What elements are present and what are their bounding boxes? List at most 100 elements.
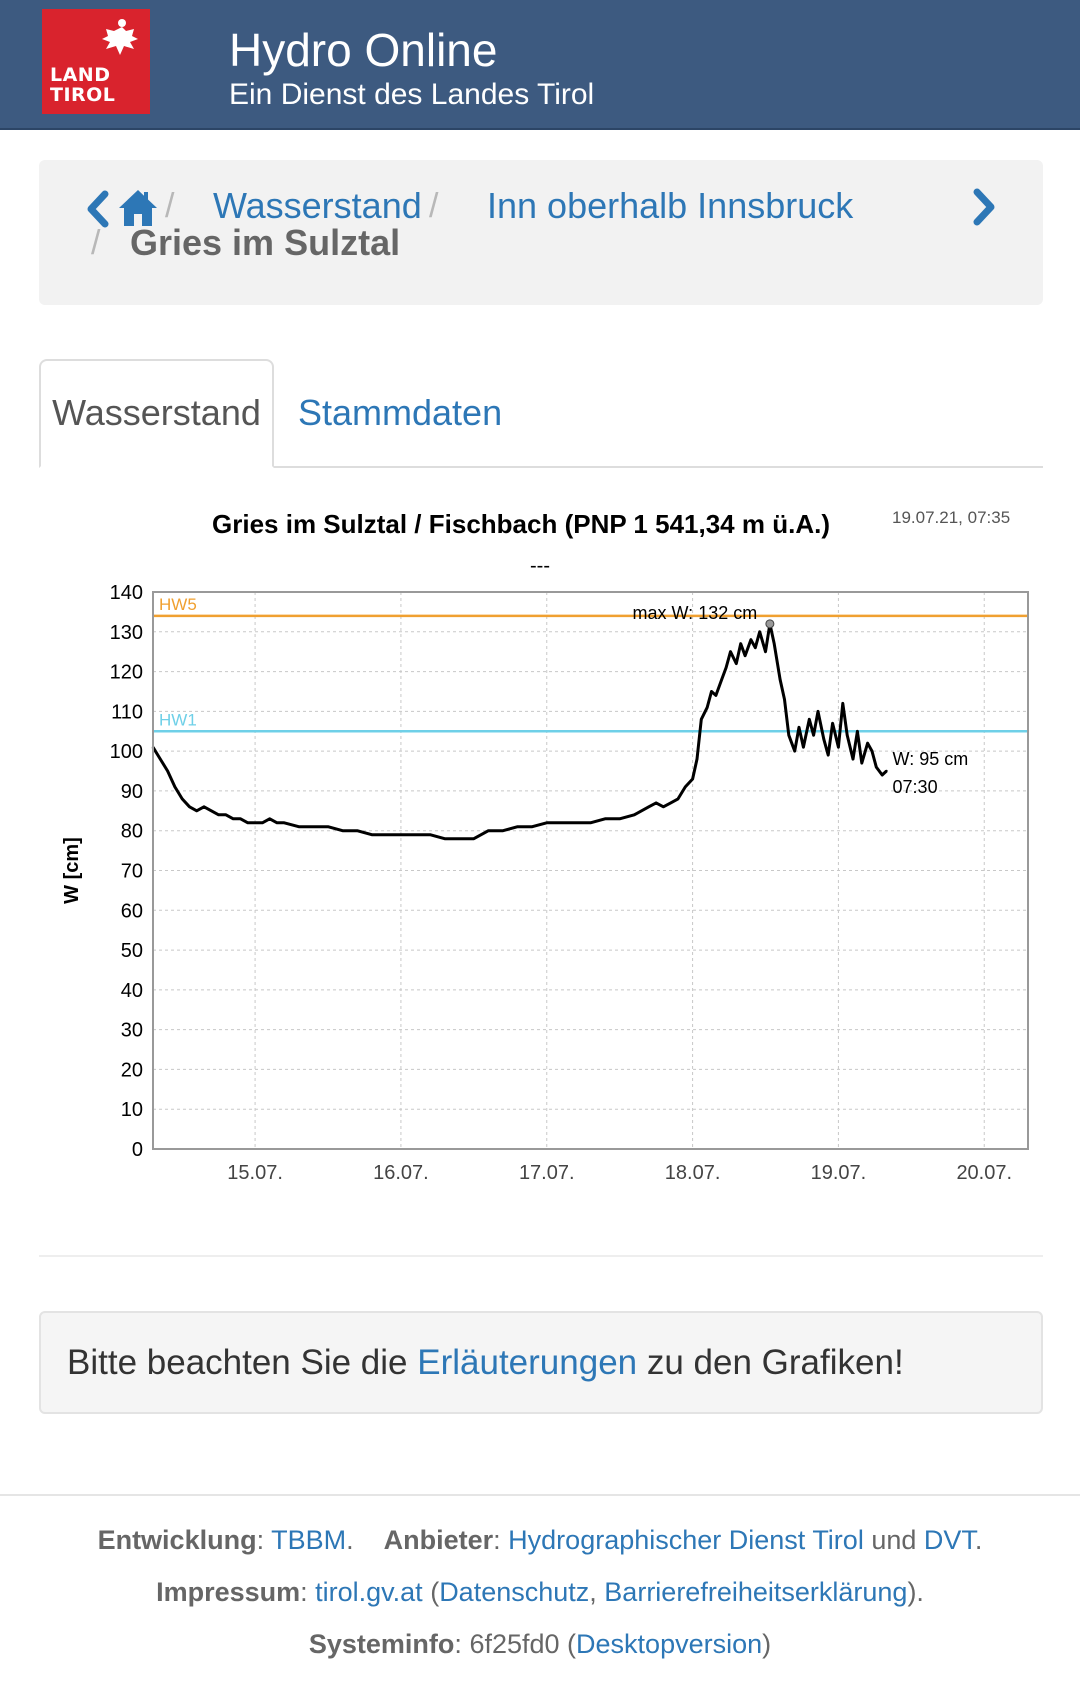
x-tick-label: 18.07.	[665, 1162, 721, 1184]
data-point	[443, 837, 446, 840]
water-level-series-line	[151, 622, 888, 841]
breadcrumb-separator: /	[165, 187, 175, 225]
app-title: Hydro Online	[229, 24, 498, 76]
y-tick-label: 40	[121, 980, 143, 1002]
threshold-label-hw1: HW1	[159, 710, 197, 729]
data-point	[724, 666, 728, 669]
data-point	[669, 801, 672, 805]
data-point	[589, 821, 592, 824]
data-point	[866, 742, 869, 745]
tab-stammdaten[interactable]: Stammdaten	[298, 392, 503, 433]
x-tick-label: 15.07.	[227, 1162, 283, 1184]
breadcrumb-current: Gries im Sulztal	[130, 222, 401, 263]
data-point	[735, 662, 738, 665]
water-level-series-points	[151, 622, 888, 840]
data-point	[729, 650, 732, 653]
data-point	[618, 817, 621, 820]
data-point	[654, 801, 658, 805]
barrierefreiheit-link[interactable]: Barrierefreiheitserklärung	[604, 1577, 908, 1607]
data-point	[166, 769, 169, 773]
chart-grid	[153, 591, 1028, 1150]
data-point	[851, 757, 855, 761]
data-point	[710, 690, 713, 693]
land-tirol-logo[interactable]: LAND TIROL	[42, 9, 150, 114]
data-point	[822, 738, 825, 741]
breadcrumb-separator: /	[429, 187, 439, 225]
y-tick-label: 10	[121, 1099, 143, 1121]
data-point	[841, 702, 844, 705]
tbbm-link[interactable]: TBBM	[271, 1525, 347, 1555]
breadcrumb-link-wasserstand[interactable]: Wasserstand	[213, 185, 422, 226]
hydrographischer-dienst-link[interactable]: Hydrographischer Dienst Tirol	[508, 1525, 864, 1555]
data-point	[312, 825, 315, 828]
tab-wasserstand[interactable]: Wasserstand	[39, 359, 274, 468]
chevron-right-icon[interactable]	[969, 184, 999, 230]
data-point	[239, 817, 242, 820]
y-tick-label: 120	[110, 662, 143, 684]
y-tick-label: 30	[121, 1020, 143, 1042]
data-point	[195, 809, 198, 812]
info-note: Bitte beachten Sie die Erläuterungen zu …	[39, 1311, 1043, 1414]
data-point	[210, 809, 213, 812]
data-point	[202, 805, 206, 808]
dvt-link[interactable]: DVT	[923, 1525, 975, 1555]
data-point	[662, 805, 665, 808]
y-tick-label: 0	[132, 1139, 143, 1161]
desktop-version-link[interactable]: Desktopversion	[576, 1629, 763, 1659]
data-point	[778, 678, 782, 681]
data-point	[860, 761, 863, 765]
data-point	[268, 817, 271, 820]
chevron-left-icon[interactable]	[83, 186, 113, 232]
y-tick-label: 140	[110, 582, 143, 604]
data-point	[812, 734, 815, 737]
data-point	[283, 821, 286, 824]
data-point	[773, 642, 776, 645]
data-point	[870, 749, 874, 753]
breadcrumb-link-inn-oberhalb-innsbruck[interactable]: Inn oberhalb Innsbruck	[487, 185, 854, 226]
data-point	[385, 833, 388, 836]
data-point	[846, 734, 849, 737]
erlaeuterungen-link[interactable]: Erläuterungen	[417, 1343, 638, 1382]
home-icon[interactable]	[117, 184, 159, 230]
data-point	[159, 757, 162, 761]
data-point	[743, 654, 747, 657]
data-point	[574, 821, 578, 824]
data-point	[749, 638, 753, 641]
info-note-text: Bitte beachten Sie die Erläuterungen zu …	[67, 1343, 904, 1382]
current-time-label: 07:30	[893, 777, 938, 797]
logo-text: LAND TIROL	[50, 64, 116, 106]
data-point	[816, 710, 820, 713]
data-point	[856, 730, 859, 733]
data-point	[783, 698, 786, 701]
app-header: LAND TIROL Hydro Online Ein Dienst des L…	[0, 0, 1080, 130]
y-tick-label: 130	[110, 622, 143, 644]
data-point	[341, 829, 344, 832]
data-point	[720, 678, 723, 681]
current-value-label: W: 95 cm	[893, 749, 969, 769]
footer-line-credits: Entwicklung: TBBM. Anbieter: Hydrographi…	[97, 1525, 983, 1555]
data-point	[754, 646, 757, 649]
section-divider	[39, 1255, 1043, 1257]
data-point	[831, 722, 834, 725]
data-point	[487, 829, 490, 832]
y-tick-label: 90	[121, 781, 143, 803]
data-point	[428, 833, 432, 836]
y-tick-label: 110	[111, 701, 143, 723]
data-point	[188, 805, 191, 808]
breadcrumb-separator: /	[91, 224, 101, 262]
data-point	[516, 825, 519, 828]
chart-subtitle: ---	[530, 555, 550, 577]
data-point	[633, 813, 636, 816]
datenschutz-link[interactable]: Datenschutz	[439, 1577, 590, 1607]
data-point	[700, 718, 703, 721]
footer: Entwicklung: TBBM. Anbieter: Hydrographi…	[0, 1494, 1080, 1691]
y-tick-labels: 0 10 20 30 40 50 60 70 80 90 100 110 120 130 140	[110, 582, 143, 1161]
data-point	[647, 805, 650, 808]
tirol-gv-link[interactable]: tirol.gv.at	[315, 1577, 423, 1607]
data-point	[827, 753, 830, 757]
data-point	[458, 837, 461, 840]
chart-title: Gries im Sulztal / Fischbach (PNP 1 541,…	[212, 509, 830, 539]
data-point	[531, 825, 534, 828]
data-point	[560, 821, 563, 824]
data-point	[545, 821, 548, 824]
